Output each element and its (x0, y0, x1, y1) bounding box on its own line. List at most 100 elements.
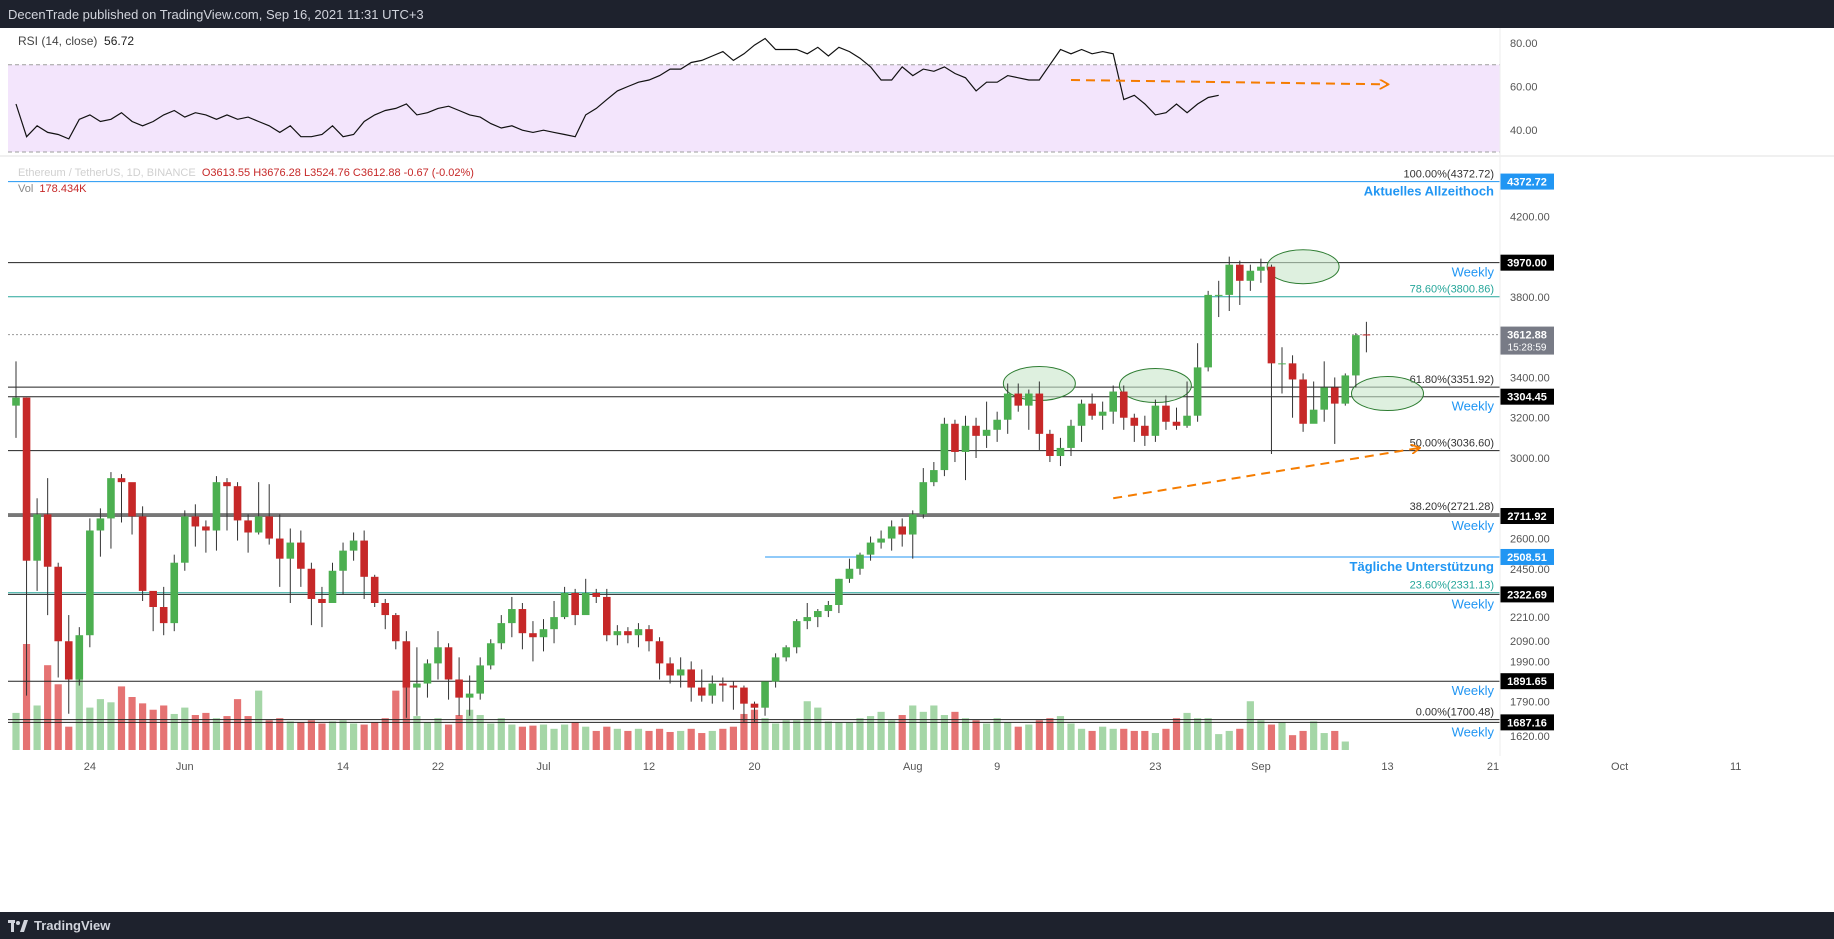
candle-up (982, 429, 991, 436)
chart-area[interactable]: 80.00 60.00 40.00 100.00%(4372.72) Aktuelles… (0, 28, 1834, 912)
level-note: Weekly (1452, 724, 1495, 739)
candle-up (634, 629, 643, 636)
x-tick-label: 24 (84, 761, 96, 773)
volume-bar (1299, 730, 1307, 750)
rsi-legend-label: RSI (14, close) (18, 34, 98, 48)
candle-up (835, 578, 843, 605)
x-tick-label: Aug (903, 761, 923, 773)
price-y-tick: 4200.00 (1510, 211, 1550, 223)
candle-up (33, 514, 41, 561)
candle-up (476, 665, 484, 694)
volume-bar (1046, 718, 1054, 750)
volume-bar (181, 707, 189, 750)
candle-down (1130, 417, 1139, 426)
price-badge (1500, 508, 1554, 525)
volume-bar (1035, 720, 1043, 750)
volume-bar (877, 711, 885, 750)
candle-down (518, 609, 527, 634)
highlight-ellipse (1351, 376, 1424, 412)
candle-up (1098, 411, 1107, 416)
fib-label: 100.00%(4372.72) (1403, 169, 1494, 181)
volume-bar (624, 730, 632, 750)
volume-bar (793, 720, 801, 750)
level-note: Weekly (1452, 518, 1495, 533)
volume-bar (1267, 724, 1276, 750)
volume-bar (1172, 718, 1181, 750)
candle-up (930, 470, 938, 483)
volume-bar (117, 686, 126, 750)
level-note: Weekly (1452, 683, 1495, 698)
volume-bar (761, 718, 769, 750)
volume-bar (1194, 718, 1202, 750)
candle-down (645, 629, 653, 642)
candle-down (1141, 425, 1149, 436)
x-tick-label: 21 (1487, 761, 1499, 773)
volume-bar (803, 701, 811, 750)
candle-up (761, 681, 769, 708)
candle-up (434, 647, 442, 664)
volume-bar (1257, 720, 1265, 750)
candle-up (75, 635, 84, 680)
candle-up (96, 518, 105, 531)
volume-bar (1215, 734, 1223, 750)
volume-bar (392, 690, 400, 750)
candle-up (1225, 264, 1234, 295)
candle-up (1257, 266, 1265, 271)
current-price-label: 3612.88 (1507, 330, 1547, 342)
volume-bar (265, 720, 273, 750)
candle-up (1278, 363, 1286, 365)
volume-bar (666, 731, 674, 750)
fib-label: 50.00%(3036.60) (1410, 438, 1494, 450)
candle-up (107, 478, 115, 519)
rsi-legend: RSI (14, close) 56.72 (18, 34, 134, 48)
volume-bar (307, 720, 315, 750)
volume-bar (96, 699, 104, 750)
candle-up (845, 568, 854, 579)
volume-bar (729, 726, 737, 750)
candle-up (1077, 403, 1086, 426)
candle-up (560, 592, 569, 618)
candle-down (265, 516, 273, 539)
volume-bar (12, 712, 20, 750)
price-badge (1500, 254, 1554, 271)
candle-down (571, 592, 579, 616)
volume-bar (582, 726, 590, 750)
candle-up (877, 538, 885, 543)
volume-bar (961, 718, 970, 750)
candle-up (1025, 393, 1033, 406)
volume-bar (1204, 718, 1212, 750)
candle-down (972, 425, 980, 436)
volume-bar (434, 718, 442, 750)
candle-up (676, 669, 685, 676)
candle-up (803, 617, 812, 622)
price-badge-label: 1891.65 (1507, 676, 1547, 688)
candle-down (1330, 387, 1339, 404)
volume-bar (1056, 716, 1065, 750)
candle-up (328, 570, 337, 603)
volume-bar (845, 722, 854, 750)
candle-down (1119, 391, 1128, 418)
volume-bar (1099, 726, 1107, 750)
candle-down (275, 538, 284, 559)
candle-up (286, 542, 295, 559)
price-badge (1500, 586, 1554, 603)
volume-bar (1236, 728, 1244, 750)
candle-down (898, 526, 906, 535)
candle-down (244, 520, 252, 533)
volume-bar (339, 720, 347, 750)
volume-legend: Vol 178.434K (18, 183, 87, 195)
volume-bar (930, 705, 938, 750)
volume-bar (655, 728, 664, 750)
candle-down (1046, 433, 1054, 456)
tradingview-logo[interactable]: TradingView (8, 918, 110, 933)
chart-svg[interactable]: 80.00 60.00 40.00 100.00%(4372.72) Aktuelles… (0, 28, 1834, 912)
volume-bar (191, 715, 199, 750)
volume-bar (782, 720, 790, 750)
volume-bar (824, 721, 832, 750)
volume-bar (561, 724, 569, 750)
x-tick-label: 13 (1381, 761, 1393, 773)
volume-bar (866, 716, 875, 750)
x-tick-label: Sep (1251, 761, 1271, 773)
price-badge (1500, 388, 1554, 405)
candle-up (1003, 393, 1012, 420)
